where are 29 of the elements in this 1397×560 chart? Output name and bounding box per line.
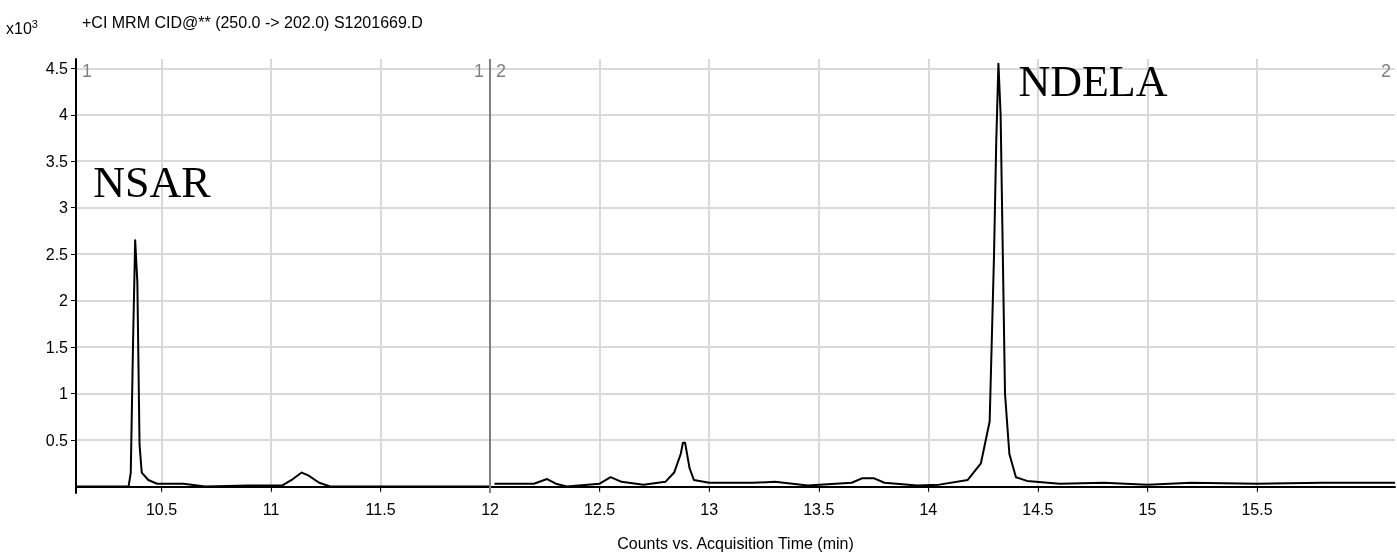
x-tick-label: 11.5 [365, 500, 396, 518]
x-tick-label: 14.5 [1022, 500, 1054, 518]
y-tick-label: 1 [59, 385, 69, 403]
x-tick-label: 13 [700, 500, 719, 518]
y-tick-label: 2 [59, 292, 69, 310]
x-tick-label: 11 [262, 500, 280, 518]
y-tick-label: 2.5 [45, 245, 69, 263]
y-tick-label: 1.5 [45, 338, 69, 356]
x-tick-label: 15.5 [1241, 500, 1273, 518]
x-tick-label: 14 [919, 500, 938, 518]
annotation: NSAR [93, 157, 212, 207]
x-tick-label: 12.5 [584, 500, 616, 518]
x-tick-label: 13.5 [803, 500, 835, 518]
y-tick-label: 3.5 [45, 152, 69, 170]
annotation: 1 [474, 61, 485, 81]
chart-title: +CI MRM CID@** (250.0 -> 202.0) S1201669.D [82, 14, 423, 32]
annotation: 2 [1380, 61, 1391, 81]
y-tick-label: 3 [59, 199, 69, 217]
annotation: 2 [496, 61, 507, 81]
y-tick-label: 4.5 [45, 59, 69, 77]
x-tick-label: 10.5 [145, 500, 178, 518]
x-tick-label: 15 [1138, 500, 1157, 518]
annotation: 1 [82, 61, 93, 81]
x-axis-title: Counts vs. Acquisition Time (min) [617, 534, 854, 552]
y-tick-label: 4 [59, 106, 69, 124]
x-tick-label: 12 [481, 500, 500, 518]
annotation: NDELA [1018, 57, 1168, 107]
y-tick-label: 0.5 [45, 431, 69, 449]
y-axis-title: x10$^{3}$ [6, 18, 38, 39]
